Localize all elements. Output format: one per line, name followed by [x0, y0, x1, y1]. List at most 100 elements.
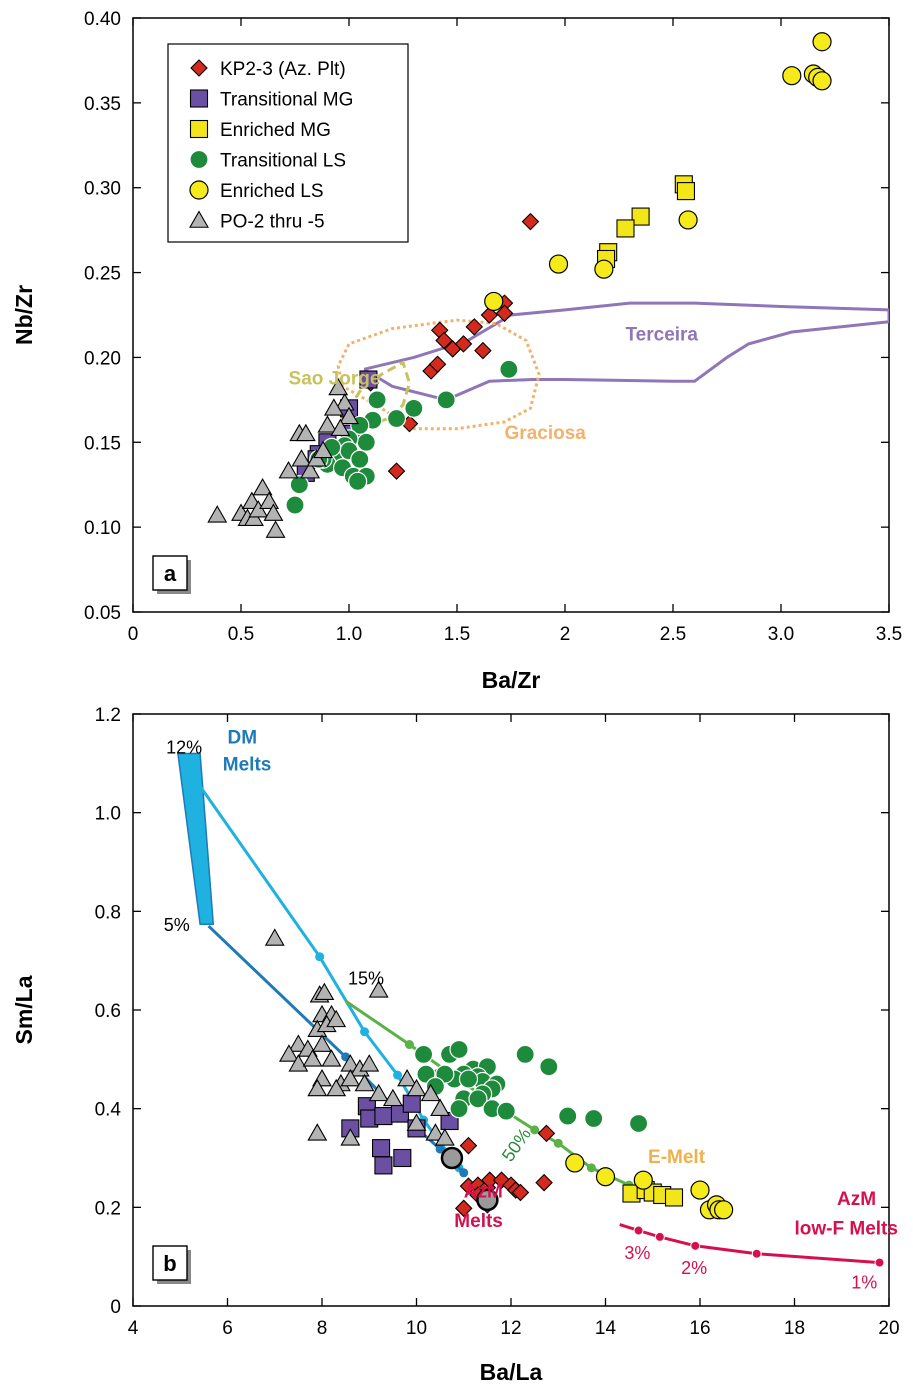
point-tmg: [374, 1107, 393, 1126]
point-po: [326, 1009, 347, 1028]
point-kp: [459, 1136, 478, 1155]
panel-b-x-tick-label: 4: [128, 1318, 139, 1339]
curve-node-dm_dark: [459, 1168, 469, 1178]
panel-a-y-tick-label: 0.25: [84, 264, 121, 285]
point-po: [368, 980, 389, 998]
field-graciosa-outline: [336, 318, 541, 431]
point-po: [300, 461, 321, 479]
panel-b-x-tick-label: 10: [406, 1318, 427, 1339]
panel-b-x-tick-label: 12: [500, 1318, 521, 1339]
point-tls: [350, 449, 370, 469]
field-saojorge-label: Sao Jorge: [289, 369, 381, 390]
panel-b-x-tick-label: 14: [595, 1318, 617, 1339]
point-po: [306, 449, 327, 467]
panel-a-x-tick-label: 0.5: [228, 624, 254, 645]
point-els: [594, 259, 614, 279]
panel-b-x-tick-label: 8: [317, 1318, 328, 1339]
point-tls: [386, 408, 407, 429]
point-kp: [474, 341, 492, 360]
curve-dm_light: [193, 777, 461, 1169]
point-els: [548, 254, 569, 274]
point-emg: [631, 207, 650, 226]
point-po: [313, 440, 334, 459]
point-kp: [387, 462, 406, 480]
annotation-2: 2%: [681, 1258, 707, 1278]
legend-label-po: PO-2 thru -5: [220, 212, 325, 233]
field-terceira-outline: [363, 301, 889, 402]
field-terceira-label: Terceira: [625, 324, 698, 345]
point-els: [633, 1170, 653, 1190]
point-po: [265, 520, 286, 538]
panel-a-x-tick-label: 0: [128, 624, 139, 645]
point-tls: [628, 1113, 649, 1134]
annotation-1: 1%: [851, 1273, 877, 1293]
point-els: [484, 291, 504, 312]
point-tls: [348, 471, 368, 491]
point-els: [678, 210, 698, 230]
point-po: [321, 1049, 342, 1067]
point-tls: [436, 390, 456, 410]
point-po: [340, 1068, 361, 1087]
point-po: [252, 478, 273, 496]
point-po: [278, 461, 299, 479]
annotation-azm: AzM: [837, 1189, 876, 1210]
point-kp: [454, 1199, 473, 1218]
panel-a-points: [207, 32, 832, 538]
legend-label-els: Enriched LS: [220, 181, 324, 202]
point-kp: [495, 304, 514, 323]
point-tls: [584, 1108, 604, 1129]
point-tls: [496, 1101, 516, 1121]
panel-b-curves: [177, 752, 885, 1268]
panel-b-y-tick-label: 1.0: [95, 804, 121, 825]
annotation-melts: Melts: [223, 755, 272, 776]
point-tls: [289, 475, 309, 495]
point-tmg: [372, 1139, 391, 1158]
annotation-azm: AzM: [464, 1181, 503, 1202]
point-tls: [499, 359, 519, 379]
legend-marker-tls: [189, 149, 209, 170]
curve-node-azm_lowf: [654, 1231, 665, 1242]
point-tmg: [374, 1156, 393, 1175]
panel-b-annotations: DM Melts 12% 5% 15% 50% E-Melt AzM Melts AzM low-F…: [164, 728, 898, 1293]
legend: KP2-3 (Az. Plt) Transitional MG Enriched M…: [167, 43, 409, 243]
curve-node-green_curve: [404, 1040, 414, 1050]
dm-melt-band: [177, 752, 215, 925]
point-tmg: [402, 1094, 421, 1113]
curve-node-dm_light: [315, 952, 325, 962]
point-po: [339, 406, 359, 425]
legend-marker-els: [189, 180, 209, 200]
panel-b-x-tick-label: 20: [878, 1318, 899, 1339]
point-tls: [413, 1044, 434, 1065]
panel-a-x-tick-label: 3.0: [768, 624, 794, 645]
legend-marker-tmg: [189, 89, 209, 108]
point-po: [326, 1078, 347, 1097]
curve-node-green_curve: [553, 1138, 563, 1148]
curve-node-green_curve: [586, 1163, 596, 1173]
point-po: [359, 1054, 380, 1072]
panel-b: 4 6 8 10 12 14 16 18 20 0 0.2 0.4 0.6 0.8 1.0 1.2 DM Mel…: [11, 705, 900, 1385]
panel-b-points: [264, 928, 734, 1220]
point-emg: [676, 182, 696, 201]
panel-a-y-tick-label: 0.20: [84, 348, 121, 369]
point-po: [263, 503, 284, 521]
legend-items: KP2-3 (Az. Plt) Transitional MG Enriched M…: [189, 59, 353, 233]
point-po: [314, 982, 335, 1001]
panel-a-ticks: 0 0.5 1.0 1.5 2 2.5 3.0 3.5 0.05 0.10 0.15 0.20 0.25…: [84, 9, 902, 645]
annotation-5: 5%: [164, 915, 190, 935]
point-po: [288, 1054, 309, 1072]
panel-a-y-tick-label: 0.30: [84, 179, 121, 200]
point-po: [340, 1128, 361, 1146]
point-tmg: [359, 370, 378, 389]
legend-label-kp: KP2-3 (Az. Plt): [220, 59, 346, 80]
panel-a-x-axis-title: Ba/Zr: [482, 667, 541, 693]
panel-a-field-labels: Terceira Graciosa Sao Jorge: [289, 324, 699, 443]
point-po: [248, 500, 269, 518]
point-po: [295, 423, 316, 442]
annotation-melts: Melts: [454, 1211, 503, 1232]
annotation-50: 50%: [498, 1124, 535, 1165]
point-els: [565, 1153, 585, 1173]
point-tls: [449, 1039, 469, 1060]
point-els: [782, 66, 802, 86]
panel-a-x-tick-label: 1.0: [336, 624, 362, 645]
